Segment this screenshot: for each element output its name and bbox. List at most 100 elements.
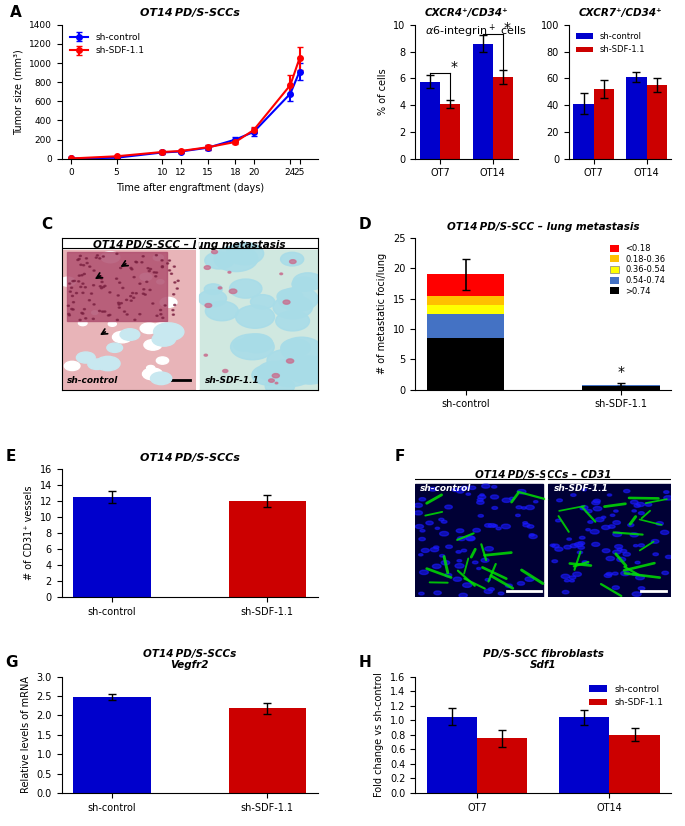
- Circle shape: [77, 352, 95, 363]
- Circle shape: [582, 562, 588, 565]
- Bar: [610, 735, 660, 793]
- Circle shape: [152, 332, 175, 346]
- Circle shape: [142, 256, 145, 257]
- Circle shape: [68, 315, 71, 316]
- Circle shape: [621, 571, 630, 576]
- Circle shape: [133, 297, 135, 298]
- Circle shape: [564, 545, 571, 549]
- Circle shape: [68, 313, 70, 315]
- Circle shape: [156, 357, 169, 364]
- Circle shape: [153, 323, 171, 334]
- Circle shape: [440, 554, 445, 557]
- Bar: [440, 104, 460, 159]
- Bar: [594, 89, 614, 159]
- X-axis label: Time after engraftment (days): Time after engraftment (days): [116, 183, 264, 193]
- Circle shape: [561, 574, 570, 578]
- Circle shape: [64, 361, 80, 371]
- Title: CXCR4⁺/CD34⁺: CXCR4⁺/CD34⁺: [425, 8, 508, 18]
- Circle shape: [582, 561, 588, 563]
- Circle shape: [580, 507, 585, 510]
- Circle shape: [517, 582, 525, 585]
- Circle shape: [501, 525, 510, 529]
- Circle shape: [157, 280, 164, 284]
- Circle shape: [276, 311, 310, 331]
- Circle shape: [614, 544, 623, 548]
- Text: *: *: [451, 60, 458, 74]
- Circle shape: [552, 560, 558, 563]
- Circle shape: [492, 486, 497, 488]
- Circle shape: [419, 570, 428, 575]
- Circle shape: [634, 544, 638, 547]
- Circle shape: [204, 284, 222, 294]
- Circle shape: [421, 548, 429, 553]
- Circle shape: [84, 273, 86, 274]
- Circle shape: [610, 514, 615, 516]
- Circle shape: [555, 547, 563, 551]
- Circle shape: [575, 543, 583, 547]
- Circle shape: [135, 292, 137, 294]
- Circle shape: [141, 262, 143, 263]
- Circle shape: [578, 546, 584, 549]
- Circle shape: [229, 279, 262, 298]
- Circle shape: [632, 573, 637, 576]
- Circle shape: [480, 494, 484, 496]
- Circle shape: [445, 506, 452, 509]
- Circle shape: [204, 266, 210, 269]
- Circle shape: [145, 294, 147, 295]
- Circle shape: [118, 302, 120, 303]
- Circle shape: [478, 495, 486, 499]
- Circle shape: [81, 274, 83, 276]
- Circle shape: [99, 258, 101, 259]
- Circle shape: [212, 250, 218, 254]
- Circle shape: [617, 548, 622, 551]
- Circle shape: [116, 278, 118, 279]
- Circle shape: [71, 308, 73, 310]
- Circle shape: [420, 529, 425, 532]
- Circle shape: [638, 511, 645, 515]
- Text: G: G: [5, 655, 18, 670]
- Circle shape: [571, 494, 576, 496]
- Circle shape: [84, 287, 86, 288]
- Circle shape: [430, 548, 438, 552]
- Text: *: *: [617, 365, 624, 379]
- Title: OT14 PD/S-SCCs
Vegfr2: OT14 PD/S-SCCs Vegfr2: [143, 648, 236, 670]
- Circle shape: [78, 275, 80, 276]
- Circle shape: [169, 270, 171, 271]
- Circle shape: [525, 577, 534, 582]
- Circle shape: [147, 365, 155, 370]
- Circle shape: [146, 281, 148, 282]
- Text: H: H: [359, 655, 371, 670]
- Circle shape: [119, 307, 121, 308]
- Bar: [477, 738, 527, 793]
- Bar: [229, 501, 306, 597]
- Title: CXCR7⁺/CD34⁺: CXCR7⁺/CD34⁺: [578, 8, 662, 18]
- Circle shape: [126, 314, 128, 315]
- Circle shape: [99, 286, 101, 287]
- Circle shape: [236, 306, 275, 328]
- Circle shape: [268, 359, 314, 387]
- Circle shape: [82, 292, 84, 293]
- Circle shape: [97, 254, 99, 256]
- Circle shape: [456, 529, 464, 533]
- Circle shape: [120, 329, 140, 340]
- Circle shape: [148, 270, 150, 272]
- Text: sh-control: sh-control: [66, 377, 118, 386]
- Circle shape: [419, 538, 425, 541]
- Circle shape: [608, 494, 612, 496]
- Circle shape: [177, 280, 179, 282]
- Circle shape: [280, 273, 283, 275]
- Circle shape: [630, 533, 638, 537]
- Text: F: F: [395, 449, 405, 464]
- Circle shape: [84, 309, 86, 310]
- Circle shape: [88, 359, 105, 369]
- Circle shape: [272, 373, 279, 377]
- Bar: [549, 484, 671, 597]
- Circle shape: [205, 252, 234, 269]
- Y-axis label: # of metastatic foci/lung: # of metastatic foci/lung: [377, 254, 387, 374]
- Circle shape: [176, 288, 178, 289]
- Circle shape: [155, 272, 158, 273]
- Circle shape: [88, 300, 90, 301]
- Circle shape: [132, 292, 134, 294]
- Circle shape: [477, 567, 481, 570]
- Text: $\alpha$6-integrin$^+$ cells: $\alpha$6-integrin$^+$ cells: [425, 23, 527, 40]
